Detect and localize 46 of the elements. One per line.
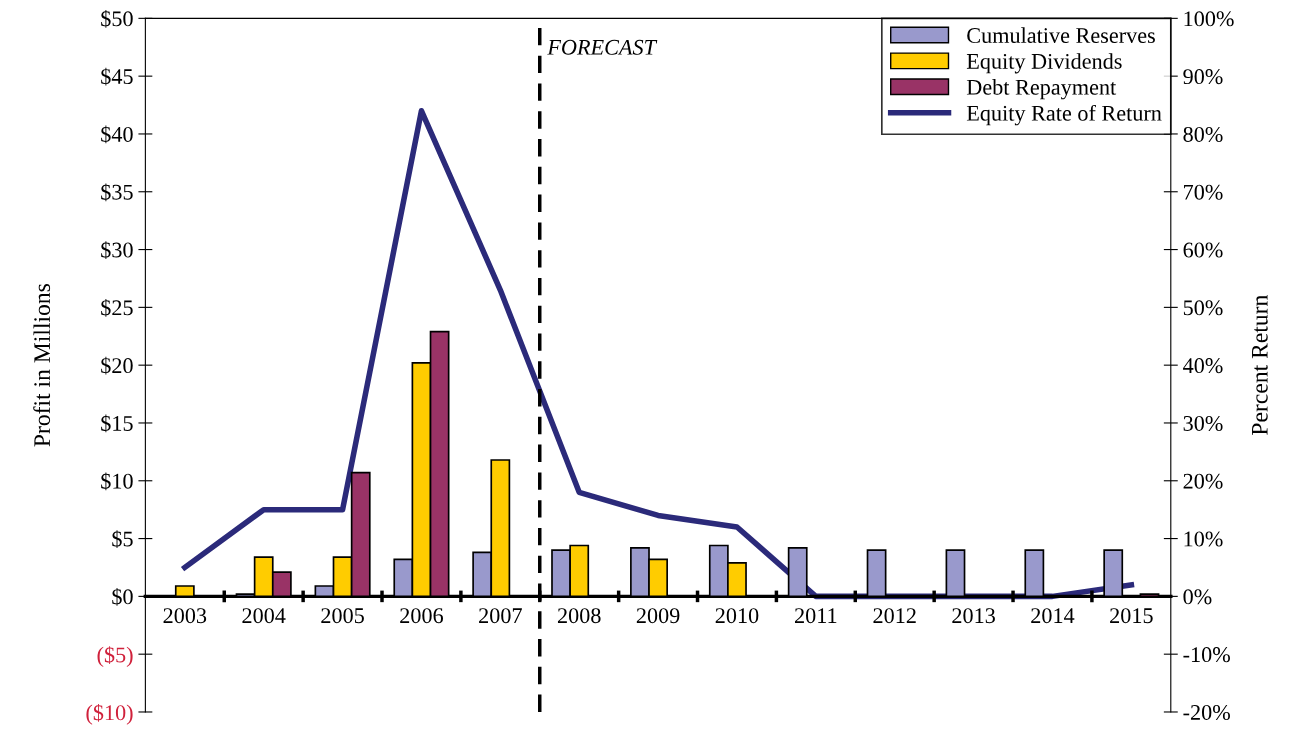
x-tick-label: 2014	[1031, 608, 1075, 624]
y-tick-label: ($5)	[97, 646, 133, 667]
y2-tick-label: 30%	[1183, 415, 1223, 431]
y-tick-label: $35	[101, 183, 133, 202]
x-tick-label: 2010	[715, 608, 759, 624]
x-tick-label: 2003	[163, 608, 207, 624]
x-tick-label: 2008	[557, 608, 601, 624]
y2-tick-label: 40%	[1183, 358, 1223, 374]
y2-axis-title: Percent Return	[1252, 295, 1268, 435]
y2-tick-label: 20%	[1183, 473, 1223, 489]
legend-label: Equity Dividends	[966, 53, 1122, 74]
y-tick-label: $20	[101, 356, 133, 375]
x-tick-label: 2004	[242, 608, 286, 624]
x-tick-label: 2006	[400, 608, 444, 624]
y2-tick-label: -10%	[1183, 647, 1230, 663]
y-tick-label: ($10)	[86, 703, 133, 725]
y2-tick-label: 70%	[1184, 184, 1223, 200]
x-tick-label: 2005	[321, 608, 364, 624]
y-tick-label: $5	[112, 530, 133, 548]
y2-tick-label: 0%	[1183, 589, 1212, 605]
annotation: FORECAST	[547, 39, 658, 55]
y2-tick-label: 10%	[1184, 531, 1223, 547]
y-tick-label: $0	[112, 587, 133, 606]
x-tick-label: 2011	[795, 608, 837, 624]
y-tick-label: $30	[101, 241, 133, 259]
y-tick-label: $25	[101, 298, 133, 317]
legend-label: Equity Rate of Return	[966, 104, 1162, 126]
y-tick-label: $15	[101, 414, 133, 433]
y2-tick-label: 60%	[1183, 242, 1223, 258]
y-axis-title: Profit in Millions	[33, 284, 51, 447]
y2-tick-label: 90%	[1183, 69, 1223, 85]
legend-label: Debt Repayment	[966, 79, 1117, 100]
y-tick-label: $10	[101, 472, 133, 491]
x-tick-label: 2007	[479, 608, 522, 624]
y2-tick-label: 100%	[1184, 11, 1234, 27]
x-tick-label: 2013	[952, 608, 995, 624]
legend-label: Cumulative Reserves	[967, 27, 1155, 44]
x-tick-label: 2012	[873, 608, 916, 624]
y-tick-label: $40	[101, 125, 133, 144]
y-tick-label: $45	[101, 67, 133, 86]
x-tick-label: 2015	[1110, 608, 1153, 624]
y-tick-label: $50	[101, 9, 133, 28]
y2-tick-label: -20%	[1183, 704, 1230, 720]
y2-tick-label: 50%	[1183, 300, 1223, 316]
y2-tick-label: 80%	[1183, 126, 1223, 142]
x-tick-label: 2009	[636, 608, 680, 624]
